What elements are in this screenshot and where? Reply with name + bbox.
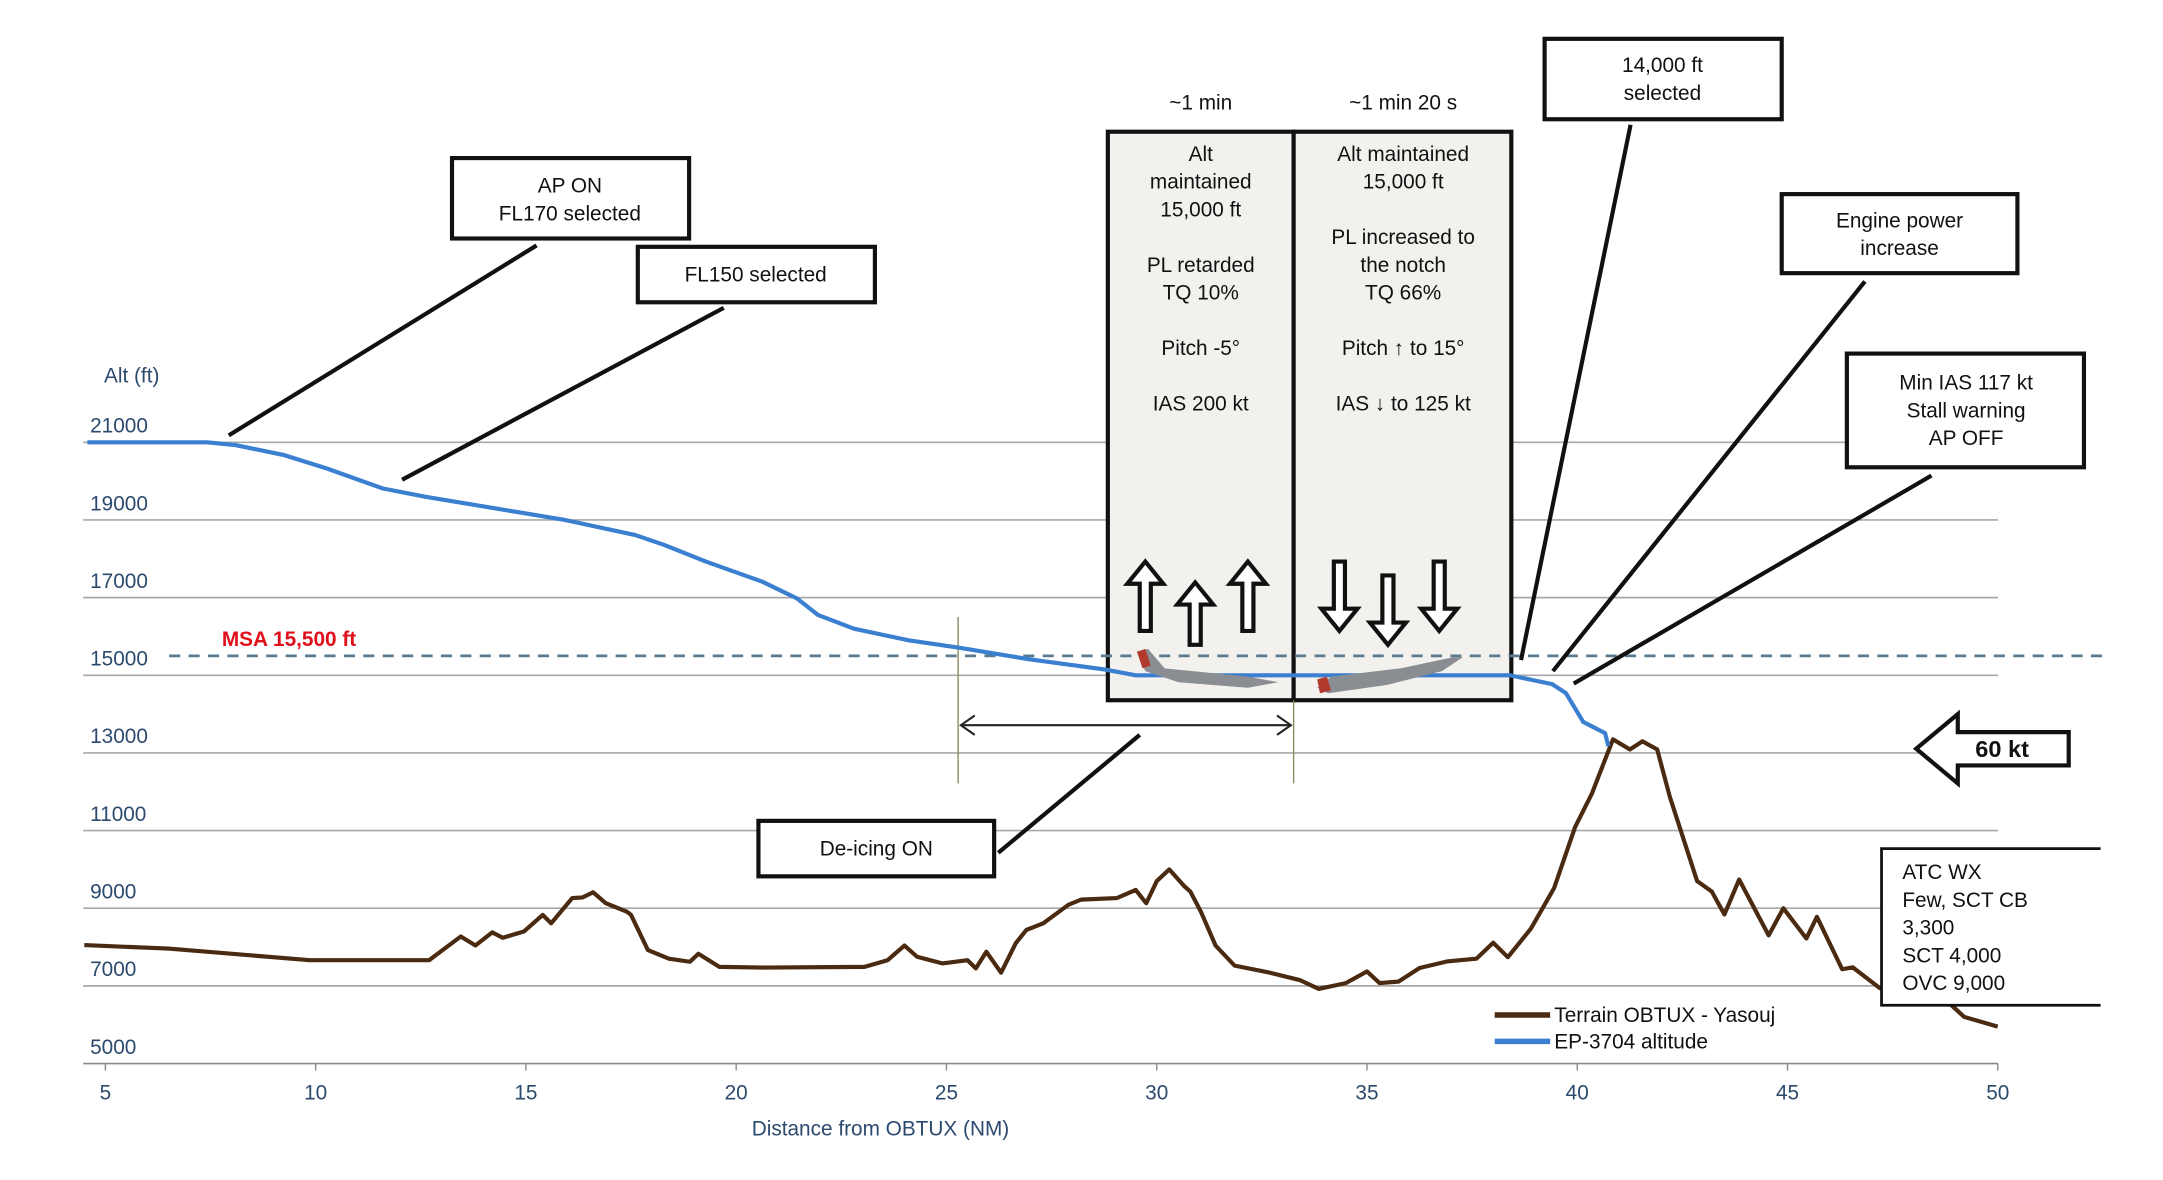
x-tick-label: 35 [1355,1082,1378,1105]
x-tick-label: 30 [1145,1082,1168,1105]
phase-2-line: TQ 66% [1365,282,1441,305]
callout-min-ias: Min IAS 117 kt Stall warning AP OFF [1572,351,2087,686]
svg-text:Min IAS 117 kt: Min IAS 117 kt [1899,372,2033,395]
y-tick-label: 7000 [90,958,136,981]
y-tick-label: 21000 [90,415,148,438]
y-tick-label: 13000 [90,725,148,748]
atc-wx-line: ATC WX [1902,861,1981,884]
altitude-series-line [87,440,1611,747]
y-axis-title: Alt (ft) [104,365,159,388]
phase-1-line: TQ 10% [1163,282,1239,305]
x-tick-label: 15 [514,1082,537,1105]
x-tick-label: 50 [1986,1082,2009,1105]
x-axis-title: Distance from OBTUX (NM) [752,1118,1009,1141]
arrow-up-icon [1225,558,1271,633]
atc-weather-box: ATC WX Few, SCT CB 3,300 SCT 4,000 OVC 9,000 [1880,847,2118,1007]
x-tick-label: 40 [1566,1082,1589,1105]
y-tick-label: 19000 [90,492,148,515]
phase-2-line: Pitch ↑ to 15° [1342,337,1465,360]
y-tick-label: 5000 [90,1036,136,1059]
x-tick-label: 45 [1776,1082,1799,1105]
phase-1-text: Alt maintained 15,000 ft PL retarded TQ 10% P… [1147,143,1255,416]
series-lines [84,440,1999,1029]
arrow-down-icon [1365,573,1411,649]
x-tick-label: 20 [725,1082,748,1105]
y-tick-label: 9000 [90,881,136,904]
legend-altitude-label: EP-3704 altitude [1554,1030,1708,1053]
atc-wx-line: Few, SCT CB [1902,889,2027,912]
phase-1-line: Pitch -5° [1161,337,1240,360]
svg-text:FL150 selected: FL150 selected [685,263,827,286]
svg-text:Engine power: Engine power [1836,209,1963,232]
phase-2-line: 15,000 ft [1363,171,1444,194]
svg-text:FL170 selected: FL170 selected [499,202,641,225]
phase-1-line: PL retarded [1147,254,1255,277]
x-tick-label: 5 [100,1082,112,1105]
phase-1-line: Alt [1189,143,1213,166]
x-tick-labels: 5 10 15 20 25 30 35 40 45 50 [100,1082,2010,1105]
svg-text:selected: selected [1624,82,1701,105]
terrain-series-line [84,737,1999,1029]
legend-terrain-label: Terrain OBTUX - Yasouj [1554,1004,1775,1027]
x-tick-label: 10 [304,1082,327,1105]
svg-text:60 kt: 60 kt [1975,736,2029,762]
atc-wx-line: SCT 4,000 [1902,944,2001,967]
phase-2-line: Alt maintained [1337,143,1469,166]
callout-engine-power: Engine power increase [1551,192,2020,673]
svg-text:Stall warning: Stall warning [1907,399,2026,422]
callout-ap-on: AP ON FL170 selected [227,155,692,438]
x-tick-label: 25 [935,1082,958,1105]
callout-14000-selected: 14,000 ft selected [1518,36,1784,661]
arrow-up-icon [1172,579,1218,647]
phase-1-line: maintained [1150,171,1252,194]
phase-box-2 [1291,129,1514,703]
y-tick-label: 11000 [90,803,146,826]
svg-text:De-icing ON: De-icing ON [820,838,933,861]
arrow-down-icon [1317,559,1362,635]
arrow-up-icon [1122,558,1168,633]
arrow-down-icon [1416,559,1462,635]
legend: Terrain OBTUX - Yasouj EP-3704 altitude [1494,1004,1775,1053]
atc-wx-line: 3,300 [1902,917,1954,940]
svg-text:14,000 ft: 14,000 ft [1622,54,1703,77]
pitch-arrows [1122,558,1462,649]
deicing-span-arrow [959,714,1293,736]
phase-2-line: PL increased to [1331,226,1475,249]
atc-wx-line: OVC 9,000 [1902,972,2005,995]
callout-fl150: FL150 selected [401,244,877,482]
svg-text:AP ON: AP ON [538,175,602,198]
airplane-icon [1317,657,1463,694]
airplane-icon [1136,648,1279,688]
wind-arrow-icon: 60 kt [1912,709,2071,788]
y-tick-labels: 21000 19000 17000 15000 13000 11000 9000 7000 50… [90,415,148,1059]
gridlines [83,441,1999,1071]
svg-text:increase: increase [1860,237,1939,260]
phase-2-text: Alt maintained 15,000 ft PL increased to th… [1331,143,1475,416]
svg-text:AP OFF: AP OFF [1929,427,2004,450]
y-tick-label: 17000 [90,570,148,593]
phase-1-duration: ~1 min [1169,92,1232,115]
y-tick-label: 15000 [90,648,148,671]
phase-1-line: 15,000 ft [1160,198,1241,221]
callout-deicing: De-icing ON [756,733,1142,879]
msa-label: MSA 15,500 ft [222,628,356,651]
phase-2-line: IAS ↓ to 125 kt [1336,392,1471,415]
phase-2-line: the notch [1360,254,1445,277]
phase-2-duration: ~1 min 20 s [1349,92,1457,115]
phase-1-line: IAS 200 kt [1153,392,1249,415]
